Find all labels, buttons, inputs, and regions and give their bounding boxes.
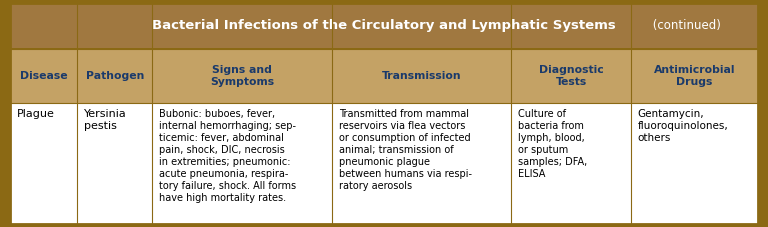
- Text: Disease: Disease: [20, 71, 68, 81]
- Text: Transmission: Transmission: [382, 71, 462, 81]
- Text: Yersinia
pestis: Yersinia pestis: [84, 109, 127, 131]
- FancyBboxPatch shape: [10, 3, 758, 48]
- Text: Antimicrobial
Drugs: Antimicrobial Drugs: [654, 65, 735, 87]
- Text: Plague: Plague: [17, 109, 55, 119]
- Text: Transmitted from mammal
reservoirs via flea vectors
or consumption of infected
a: Transmitted from mammal reservoirs via f…: [339, 109, 472, 191]
- Text: Culture of
bacteria from
lymph, blood,
or sputum
samples; DFA,
ELISA: Culture of bacteria from lymph, blood, o…: [518, 109, 588, 179]
- Text: Pathogen: Pathogen: [85, 71, 144, 81]
- Text: Signs and
Symptoms: Signs and Symptoms: [210, 65, 274, 87]
- Text: Bubonic: buboes, fever,
internal hemorrhaging; sep-
ticemic: fever, abdominal
pa: Bubonic: buboes, fever, internal hemorrh…: [159, 109, 296, 203]
- Text: Gentamycin,
fluoroquinolones,
others: Gentamycin, fluoroquinolones, others: [637, 109, 729, 143]
- Text: Bacterial Infections of the Circulatory and Lymphatic Systems: Bacterial Infections of the Circulatory …: [152, 19, 616, 32]
- Text: (continued): (continued): [649, 19, 721, 32]
- FancyBboxPatch shape: [10, 49, 758, 103]
- FancyBboxPatch shape: [10, 103, 758, 224]
- Text: Diagnostic
Tests: Diagnostic Tests: [538, 65, 604, 87]
